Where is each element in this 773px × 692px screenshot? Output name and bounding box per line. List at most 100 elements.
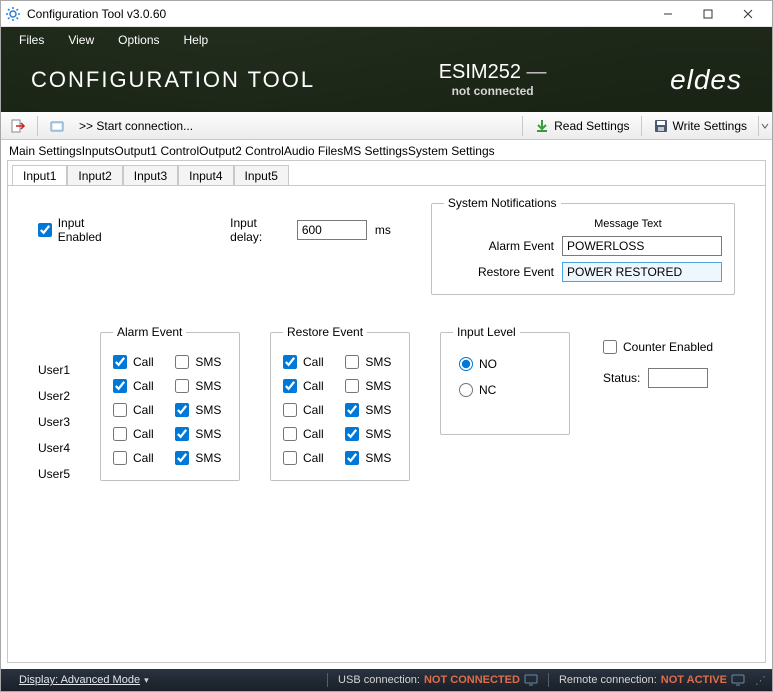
connect-icon <box>49 118 65 134</box>
main-tabs: Main SettingsInputsOutput1 ControlOutput… <box>5 144 768 158</box>
inputs-panel: Input1Input2Input3Input4Input5 Input Ena… <box>7 160 766 663</box>
user-label-4: User4 <box>38 441 70 455</box>
alarm-sms-user3-checkbox[interactable]: SMS <box>175 403 227 417</box>
monitor-icon <box>731 674 745 686</box>
alarm-sms-user4-checkbox[interactable]: SMS <box>175 427 227 441</box>
input-delay-unit: ms <box>375 223 391 237</box>
alarm-call-user4-checkbox[interactable]: Call <box>113 427 159 441</box>
monitor-icon <box>524 674 538 686</box>
tab-inputs[interactable]: Inputs <box>82 144 115 158</box>
restore-call-user5-checkbox[interactable]: Call <box>283 451 329 465</box>
header: FilesViewOptionsHelp CONFIGURATION TOOL … <box>1 27 772 112</box>
restore-event-field[interactable] <box>562 262 722 282</box>
read-settings-button[interactable]: Read Settings <box>527 115 636 137</box>
user-label-2: User2 <box>38 389 70 403</box>
restore-sms-user4-checkbox[interactable]: SMS <box>345 427 397 441</box>
menu-view[interactable]: View <box>56 29 106 51</box>
close-button[interactable] <box>728 1 768 27</box>
system-notifications-group: System Notifications Message Text Alarm … <box>431 196 735 295</box>
gear-icon <box>5 6 21 22</box>
tab-audio-files[interactable]: Audio Files <box>284 144 343 158</box>
restore-call-user3-checkbox[interactable]: Call <box>283 403 329 417</box>
device-status: not connected <box>439 84 547 98</box>
subtab-input3[interactable]: Input3 <box>123 165 178 186</box>
restore-sms-user1-checkbox[interactable]: SMS <box>345 355 397 369</box>
input-delay-field[interactable] <box>297 220 367 240</box>
tab-main-settings[interactable]: Main Settings <box>9 144 82 158</box>
user-label-1: User1 <box>38 363 70 377</box>
statusbar: Display: Advanced Mode ▾ USB connection:… <box>1 669 772 691</box>
save-icon <box>653 118 669 134</box>
user-labels-column: User1 User2 User3 User4 User5 <box>38 363 70 481</box>
menu-options[interactable]: Options <box>106 29 171 51</box>
restore-event-group: Restore Event CallSMSCallSMSCallSMSCallS… <box>270 325 410 481</box>
subtab-input4[interactable]: Input4 <box>178 165 233 186</box>
remote-connection-label: Remote connection: <box>559 674 657 686</box>
chevron-down-icon: ▾ <box>144 675 149 686</box>
restore-call-user4-checkbox[interactable]: Call <box>283 427 329 441</box>
user-label-3: User3 <box>38 415 70 429</box>
device-name: ESIM252 <box>439 61 547 84</box>
tab-ms-settings[interactable]: MS Settings <box>343 144 408 158</box>
subtab-input2[interactable]: Input2 <box>67 165 122 186</box>
menubar: FilesViewOptionsHelp <box>1 27 772 53</box>
tab-output1-control[interactable]: Output1 Control <box>114 144 199 158</box>
exit-icon <box>10 118 26 134</box>
input-level-group: Input Level NO NC <box>440 325 570 435</box>
counter-status-label: Status: <box>603 371 640 385</box>
menu-files[interactable]: Files <box>7 29 56 51</box>
maximize-button[interactable] <box>688 1 728 27</box>
write-settings-button[interactable]: Write Settings <box>646 115 754 137</box>
app-title: CONFIGURATION TOOL <box>31 67 315 93</box>
restore-event-label: Restore Event <box>478 265 554 279</box>
remote-connection-value: NOT ACTIVE <box>661 674 727 686</box>
user-label-5: User5 <box>38 467 70 481</box>
alarm-call-user3-checkbox[interactable]: Call <box>113 403 159 417</box>
alarm-sms-user5-checkbox[interactable]: SMS <box>175 451 227 465</box>
resize-grip[interactable]: ⋰ <box>755 674 764 687</box>
counter-status-field[interactable] <box>648 368 708 388</box>
input-level-no-radio[interactable]: NO <box>459 357 557 371</box>
read-settings-label: Read Settings <box>554 119 629 133</box>
start-connection-label: >> Start connection... <box>79 119 193 133</box>
tab-system-settings[interactable]: System Settings <box>408 144 495 158</box>
alarm-sms-user2-checkbox[interactable]: SMS <box>175 379 227 393</box>
window-title: Configuration Tool v3.0.60 <box>27 7 648 21</box>
usb-connection-label: USB connection: <box>338 674 420 686</box>
restore-call-user2-checkbox[interactable]: Call <box>283 379 329 393</box>
counter-group: Counter Enabled Status: <box>590 325 755 481</box>
alarm-event-group: Alarm Event CallSMSCallSMSCallSMSCallSMS… <box>100 325 240 481</box>
restore-call-user1-checkbox[interactable]: Call <box>283 355 329 369</box>
usb-connection-value: NOT CONNECTED <box>424 674 520 686</box>
menu-help[interactable]: Help <box>172 29 221 51</box>
content: Main SettingsInputsOutput1 ControlOutput… <box>1 140 772 669</box>
exit-button[interactable] <box>3 115 33 137</box>
device-block: ESIM252 not connected <box>439 61 547 98</box>
brand-logo: eldes <box>670 64 742 96</box>
input-enabled-checkbox[interactable]: Input Enabled <box>38 216 130 244</box>
restore-sms-user5-checkbox[interactable]: SMS <box>345 451 397 465</box>
alarm-event-label: Alarm Event <box>489 239 554 253</box>
subtab-input1[interactable]: Input1 <box>12 165 67 186</box>
alarm-call-user5-checkbox[interactable]: Call <box>113 451 159 465</box>
input1-body: Input Enabled Input delay: ms System Not… <box>8 185 765 662</box>
connect-button[interactable] <box>42 115 72 137</box>
write-settings-label: Write Settings <box>673 119 747 133</box>
input-level-nc-radio[interactable]: NC <box>459 383 557 397</box>
tab-output2-control[interactable]: Output2 Control <box>199 144 284 158</box>
subtab-input5[interactable]: Input5 <box>234 165 289 186</box>
display-mode-link[interactable]: Display: Advanced Mode <box>19 674 140 686</box>
toolbar: >> Start connection... Read Settings Wri… <box>1 112 772 140</box>
counter-enabled-checkbox[interactable]: Counter Enabled <box>603 340 742 354</box>
minimize-button[interactable] <box>648 1 688 27</box>
restore-sms-user2-checkbox[interactable]: SMS <box>345 379 397 393</box>
alarm-call-user2-checkbox[interactable]: Call <box>113 379 159 393</box>
restore-sms-user3-checkbox[interactable]: SMS <box>345 403 397 417</box>
alarm-call-user1-checkbox[interactable]: Call <box>113 355 159 369</box>
alarm-sms-user1-checkbox[interactable]: SMS <box>175 355 227 369</box>
message-text-header: Message Text <box>534 218 722 230</box>
start-connection-button[interactable]: >> Start connection... <box>72 116 200 136</box>
titlebar: Configuration Tool v3.0.60 <box>1 1 772 27</box>
write-settings-dropdown[interactable] <box>758 116 770 136</box>
alarm-event-field[interactable] <box>562 236 722 256</box>
